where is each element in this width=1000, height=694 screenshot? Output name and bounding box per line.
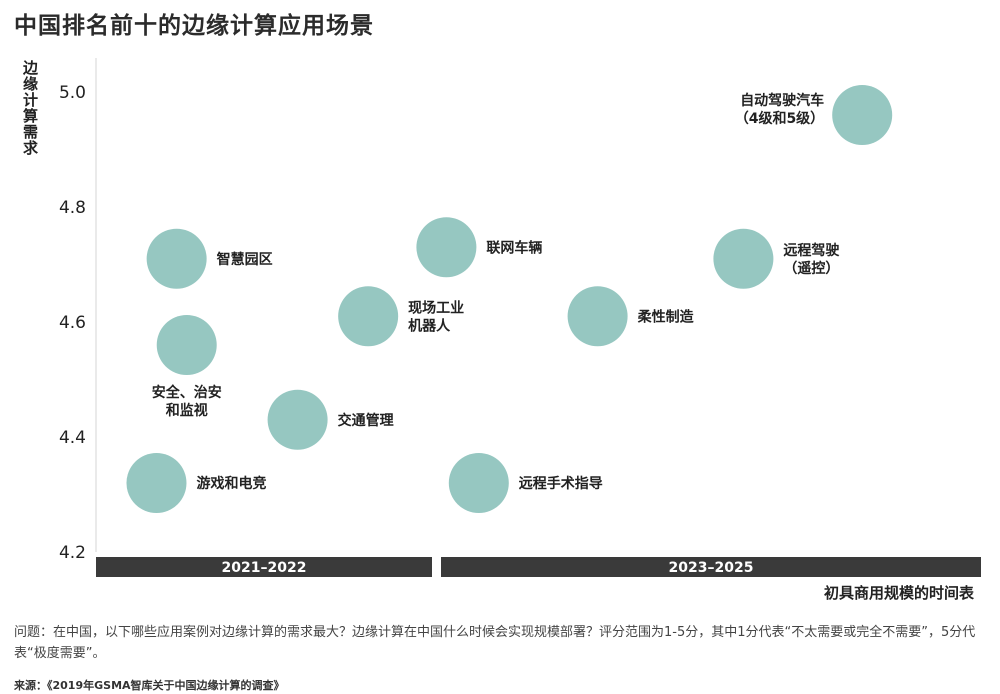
data-point: 智慧园区 (146, 228, 273, 289)
data-point-label: 交通管理 (338, 412, 394, 429)
data-point-label: 自动驾驶汽车 (740, 92, 824, 109)
data-point-label: （遥控） (783, 260, 839, 277)
data-bubble (567, 286, 628, 347)
data-bubble (832, 85, 893, 145)
data-point: 远程驾驶（遥控） (713, 228, 839, 289)
period-bands: 2021–2022 2023–2025 (96, 557, 981, 577)
data-point: 自动驾驶汽车（4级和5级） (735, 85, 893, 145)
y-axis-label: 边缘计算需求 (21, 60, 39, 156)
x-axis-label: 初具商用规模的时间表 (823, 584, 974, 602)
period-band (441, 557, 981, 577)
data-point: 游戏和电竞 (126, 453, 266, 513)
y-tick-label: 4.6 (59, 313, 86, 333)
data-point-label: 和监视 (166, 402, 208, 419)
y-tick-label: 5.0 (59, 83, 86, 103)
period-label: 2023–2025 (669, 560, 754, 576)
data-point-label: 游戏和电竞 (196, 475, 266, 492)
data-point-label: 智慧园区 (216, 251, 273, 268)
period-band (96, 557, 432, 577)
data-point-label: 联网车辆 (486, 239, 542, 256)
data-bubble (156, 315, 217, 375)
data-point: 联网车辆 (416, 217, 542, 278)
data-bubble (416, 217, 477, 278)
data-bubble (126, 453, 187, 513)
data-bubble (146, 228, 207, 289)
chart-title: 中国排名前十的边缘计算应用场景 (14, 13, 374, 39)
y-tick-label: 4.4 (59, 428, 86, 448)
y-tick-label: 4.8 (59, 198, 86, 218)
y-ticks: 4.2 4.4 4.6 4.8 5.0 (59, 83, 86, 563)
data-point-label: 机器人 (408, 317, 451, 334)
data-bubble (267, 389, 328, 450)
data-point: 柔性制造 (567, 286, 694, 347)
data-point-label: 远程手术指导 (519, 475, 603, 492)
data-point: 交通管理 (267, 389, 394, 450)
data-point-label: 远程驾驶 (783, 242, 839, 259)
data-bubble (338, 286, 399, 347)
y-tick-label: 4.2 (59, 543, 86, 563)
data-point-label: 柔性制造 (637, 308, 694, 325)
data-point-label: （4级和5级） (735, 110, 824, 127)
data-point-label: 安全、治安 (152, 384, 222, 401)
period-label: 2021–2022 (222, 560, 307, 576)
data-bubble (713, 228, 774, 289)
data-point-label: 现场工业 (408, 300, 464, 316)
source-note: 来源：《2019年GSMA智库关于中国边缘计算的调查》 (14, 679, 285, 692)
data-point: 远程手术指导 (448, 453, 603, 513)
data-bubble (448, 453, 509, 513)
survey-note: 问题：在中国，以下哪些应用案例对边缘计算的需求最大？边缘计算在中国什么时候会实现… (14, 625, 976, 661)
